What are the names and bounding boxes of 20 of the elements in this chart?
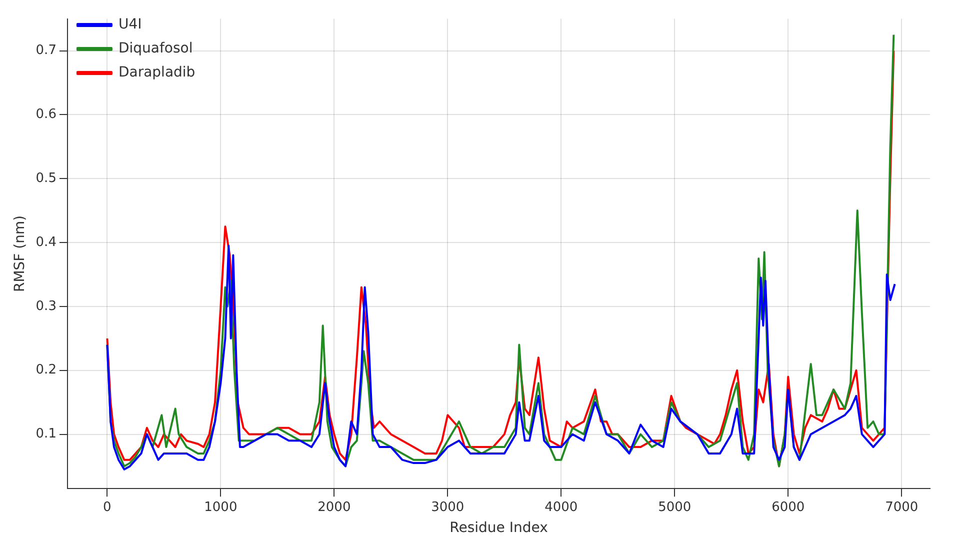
y-tick-label: 0.5 (36, 170, 56, 186)
x-axis-title: Residue Index (450, 520, 548, 536)
y-axis-title: RMSF (nm) (12, 215, 28, 292)
x-tick-label: 5000 (658, 500, 692, 515)
x-tick-label: 4000 (544, 500, 578, 515)
legend-label: Darapladib (118, 64, 196, 81)
y-tick-label: 0.1 (36, 426, 56, 442)
x-tick-label: 7000 (885, 500, 918, 515)
y-tick-label: 0.6 (36, 107, 56, 122)
y-tick-label: 0.3 (36, 298, 56, 314)
x-tick-label: 2000 (318, 500, 351, 515)
x-tick-label: 1000 (204, 500, 238, 515)
y-tick-label: 0.4 (36, 234, 56, 250)
y-tick-label: 0.2 (36, 362, 56, 378)
x-tick-label: 6000 (772, 500, 805, 515)
x-tick-label: 0 (103, 500, 112, 515)
legend-label: Diquafosol (118, 40, 193, 57)
y-tick-label: 0.7 (36, 43, 56, 58)
x-tick-label: 3000 (431, 500, 464, 515)
legend-label: U4I (118, 16, 142, 33)
